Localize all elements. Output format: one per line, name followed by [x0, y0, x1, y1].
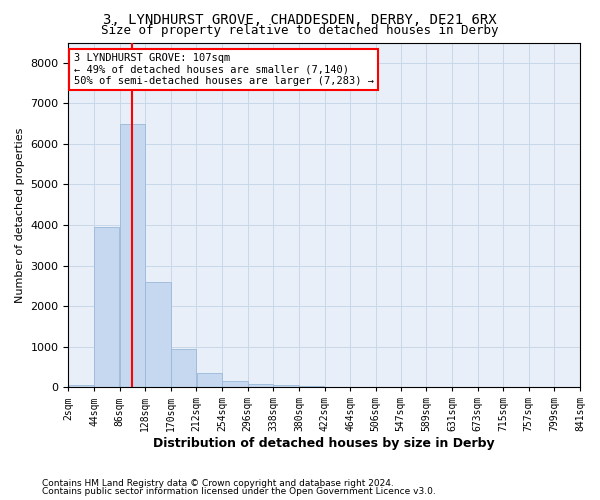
Bar	[197, 373, 222, 387]
Text: 3, LYNDHURST GROVE, CHADDESDEN, DERBY, DE21 6RX: 3, LYNDHURST GROVE, CHADDESDEN, DERBY, D…	[103, 12, 497, 26]
Bar	[68, 385, 94, 387]
Bar	[248, 384, 273, 387]
Bar	[171, 348, 196, 387]
Bar	[274, 385, 299, 387]
Bar	[299, 386, 325, 387]
Y-axis label: Number of detached properties: Number of detached properties	[15, 127, 25, 302]
Text: Contains public sector information licensed under the Open Government Licence v3: Contains public sector information licen…	[42, 487, 436, 496]
Text: 3 LYNDHURST GROVE: 107sqm
← 49% of detached houses are smaller (7,140)
50% of se: 3 LYNDHURST GROVE: 107sqm ← 49% of detac…	[74, 53, 374, 86]
Bar	[94, 227, 119, 387]
Text: Contains HM Land Registry data © Crown copyright and database right 2024.: Contains HM Land Registry data © Crown c…	[42, 478, 394, 488]
Bar	[120, 124, 145, 387]
Bar	[222, 381, 248, 387]
Bar	[145, 282, 171, 387]
X-axis label: Distribution of detached houses by size in Derby: Distribution of detached houses by size …	[154, 437, 495, 450]
Text: Size of property relative to detached houses in Derby: Size of property relative to detached ho…	[101, 24, 499, 37]
